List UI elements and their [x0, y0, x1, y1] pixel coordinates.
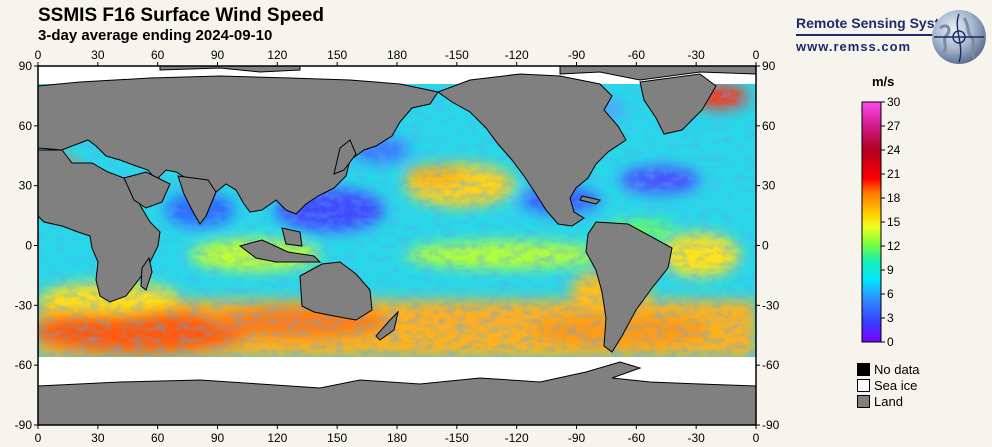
colorbar-ramp [861, 101, 882, 343]
lon-label-top: 150 [327, 48, 347, 62]
land-swatch [857, 395, 870, 408]
lon-label-bottom: 150 [327, 431, 347, 445]
lon-label-top: 0 [753, 48, 760, 62]
map-title: SSMIS F16 Surface Wind Speed [38, 5, 324, 26]
lon-label-top: -60 [628, 48, 646, 62]
lat-label-right: -90 [762, 418, 780, 432]
lon-label-bottom: 180 [387, 431, 407, 445]
colorbar-tick-label: 30 [887, 95, 901, 109]
legend-sea-ice-label: Sea ice [874, 378, 918, 393]
lon-label-bottom: -150 [445, 431, 469, 445]
lon-label-top: 90 [211, 48, 225, 62]
lat-label-left: 0 [25, 239, 32, 253]
colorbar-tick-label: 12 [887, 239, 901, 253]
lon-label-bottom: 90 [211, 431, 225, 445]
legend-no-data-label: No data [874, 362, 920, 377]
lon-label-bottom: -60 [628, 431, 646, 445]
sea-ice-swatch [857, 379, 870, 392]
lat-label-left: -30 [15, 298, 33, 312]
lon-label-bottom: 0 [753, 431, 760, 445]
map-axes: 0 30 60 90 120 150 180 -150 -120 -90 -60 -30 0 0 30 60 9… [15, 48, 780, 445]
brand-name: Remote Sensing Systems [796, 15, 968, 31]
lon-label-top: 180 [387, 48, 407, 62]
colorbar-tick-label: 3 [887, 311, 894, 325]
colorbar-tick-label: 18 [887, 191, 901, 205]
colorbar-unit: m/s [872, 74, 895, 89]
lon-label-bottom: -120 [505, 431, 529, 445]
lat-label-right: -30 [762, 298, 780, 312]
lon-label-bottom: 60 [151, 431, 165, 445]
lat-label-left: 30 [19, 179, 33, 193]
lon-label-top: 30 [91, 48, 105, 62]
lat-label-left: -90 [15, 418, 33, 432]
lon-label-top: 60 [151, 48, 165, 62]
lon-label-bottom: -30 [687, 431, 705, 445]
legend-land-label: Land [874, 394, 903, 409]
colorbar-tick-label: 0 [887, 335, 894, 349]
map-subtitle: 3-day average ending 2024-09-10 [38, 27, 273, 44]
colorbar-tick-label: 6 [887, 287, 894, 301]
land-masses [38, 73, 756, 425]
lat-label-right: 0 [762, 239, 769, 253]
lon-label-top: -30 [687, 48, 705, 62]
colorbar-tick-label: 24 [887, 143, 901, 157]
lon-label-bottom: 120 [267, 431, 287, 445]
lat-label-right: 60 [762, 119, 776, 133]
colorbar-tick-label: 21 [887, 167, 901, 181]
colorbar-tick-label: 9 [887, 263, 894, 277]
lon-label-top: -90 [568, 48, 586, 62]
lat-label-left: -60 [15, 358, 33, 372]
legend-sea-ice: Sea ice [857, 378, 917, 393]
lon-label-bottom: 0 [35, 431, 42, 445]
lon-label-top: 120 [267, 48, 287, 62]
lat-label-right: 30 [762, 179, 776, 193]
brand-url[interactable]: www.remss.com [796, 39, 912, 54]
lon-label-top: 0 [35, 48, 42, 62]
lat-label-left: 60 [19, 119, 33, 133]
lon-label-top: -120 [505, 48, 529, 62]
colorbar-tick-label: 15 [887, 215, 901, 229]
rss-globe-logo [932, 10, 986, 64]
arctic-land [159, 66, 756, 81]
legend-land: Land [857, 394, 903, 409]
lat-label-right: -60 [762, 358, 780, 372]
lon-label-top: -150 [445, 48, 469, 62]
lat-label-left: 90 [19, 59, 33, 73]
brand-block: Remote Sensing Systems www.remss.com [796, 15, 967, 54]
legend-no-data: No data [857, 362, 920, 377]
colorbar-tick-label: 27 [887, 119, 901, 133]
brand-rule [796, 34, 948, 36]
map-field [38, 66, 756, 425]
lon-label-bottom: -90 [568, 431, 586, 445]
lat-label-right: 90 [762, 59, 776, 73]
no-data-swatch [857, 363, 870, 376]
lon-label-bottom: 30 [91, 431, 105, 445]
